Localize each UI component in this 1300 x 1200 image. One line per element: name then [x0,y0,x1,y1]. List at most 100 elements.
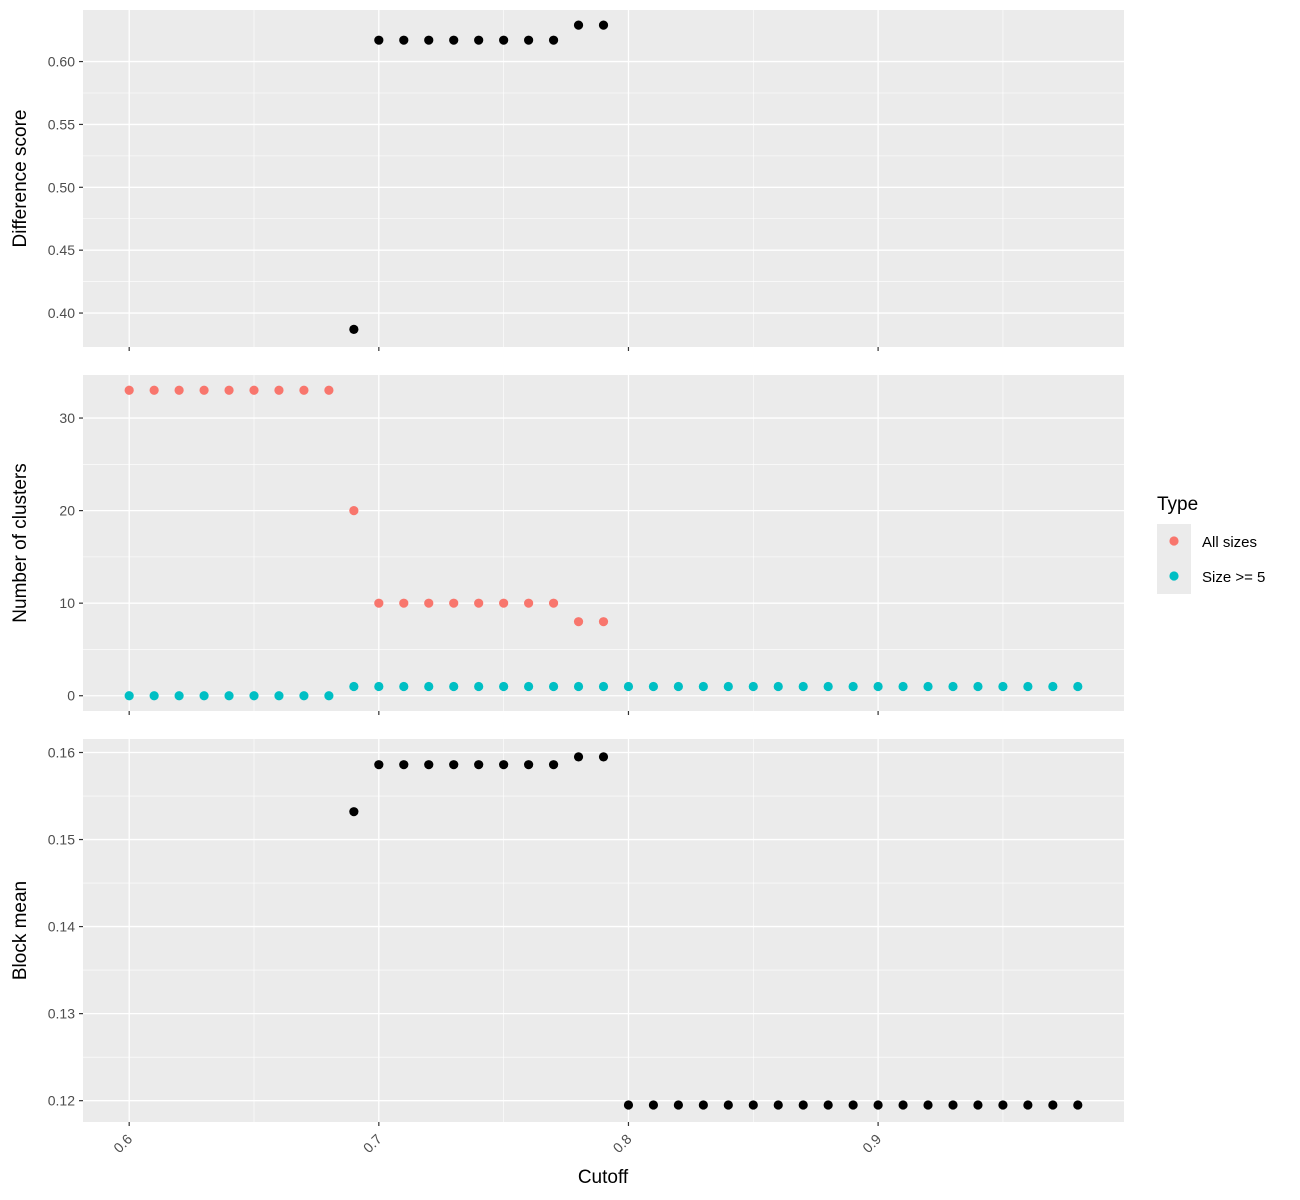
data-point [374,598,384,608]
data-point [573,681,584,692]
data-point [149,385,159,395]
data-point [948,681,958,692]
data-point [449,35,459,45]
data-point [573,752,584,762]
data-point [449,598,459,608]
data-point [474,35,484,45]
data-point [648,1100,659,1110]
data-point [1048,1100,1058,1110]
y-tick-label: 20 [59,503,75,519]
data-point [648,681,659,692]
data-point [224,691,234,701]
data-point [249,691,259,701]
y-tick-label: 0.50 [48,179,75,195]
data-point [399,681,409,692]
data-point [598,752,609,762]
y-tick-label: 0 [67,688,75,704]
data-point [748,1100,758,1110]
data-point [224,385,234,395]
data-point [723,681,733,692]
series-1 [349,752,1083,1110]
data-point [299,385,309,395]
data-point [548,598,559,608]
y-tick-label: 0.45 [48,242,75,258]
data-point [199,385,209,395]
data-point [349,506,359,516]
y-axis-title: Number of clusters [10,463,31,622]
data-point [673,681,683,692]
data-point [399,760,409,770]
y-tick-label: 0.60 [48,54,75,70]
data-point [349,324,359,334]
data-point [474,681,484,692]
data-point [948,1100,958,1110]
data-point [524,598,534,608]
data-point [1048,681,1058,692]
panel-background [83,739,1124,1122]
data-point [1023,1100,1033,1110]
data-point [324,385,334,395]
data-point [424,760,434,770]
data-point [374,35,384,45]
data-point [499,760,509,770]
legend-title: Type [1157,494,1198,515]
data-point [124,691,134,701]
y-tick-label: 0.13 [48,1006,75,1022]
data-point [673,1100,683,1110]
chart-panels: 0.40 0.45 0.50 0.55 0.60 Difference score 0 10 2… [10,10,1124,1156]
data-point [723,1100,733,1110]
legend: Type All sizes Size >= 5 [1157,494,1265,594]
data-point [199,691,209,701]
data-point [923,681,933,692]
data-point [998,681,1008,692]
data-point [823,1100,833,1110]
panel-2: 0 10 20 30 Number of clusters [10,375,1124,715]
data-point [374,760,384,770]
data-point [424,35,434,45]
data-point [474,760,484,770]
data-point [399,598,409,608]
data-point [449,681,459,692]
data-point [424,681,434,692]
legend-key-point [1169,536,1179,546]
data-point [324,691,334,701]
data-point [598,617,609,627]
y-axis-title: Difference score [10,110,31,248]
data-point [698,1100,708,1110]
data-point [1073,681,1083,692]
data-point [399,35,409,45]
data-point [374,681,384,692]
legend-key-background [1157,524,1191,594]
series-2 [124,681,1083,701]
data-point [249,385,259,395]
y-tick-label: 30 [59,410,75,426]
data-point [748,681,758,692]
data-point [274,385,284,395]
data-point [274,691,284,701]
data-point [299,691,309,701]
y-tick-label: 0.14 [48,919,75,935]
legend-label: All sizes [1202,534,1257,551]
y-axis-title: Block mean [10,881,31,980]
series-1 [349,20,609,334]
data-point [798,1100,808,1110]
data-point [424,598,434,608]
legend-entries: All sizes Size >= 5 [1169,534,1265,586]
data-point [548,35,559,45]
data-point [823,681,833,692]
data-point [598,20,609,30]
data-point [573,617,584,627]
data-point [524,681,534,692]
data-point [873,681,883,692]
data-point [973,681,983,692]
data-point [548,681,559,692]
data-point [474,598,484,608]
data-point [573,20,584,30]
data-point [773,1100,783,1110]
data-point [349,681,359,692]
data-point [174,691,184,701]
legend-key-point [1169,571,1179,581]
data-point [1073,1100,1083,1110]
panel-background [83,10,1124,347]
